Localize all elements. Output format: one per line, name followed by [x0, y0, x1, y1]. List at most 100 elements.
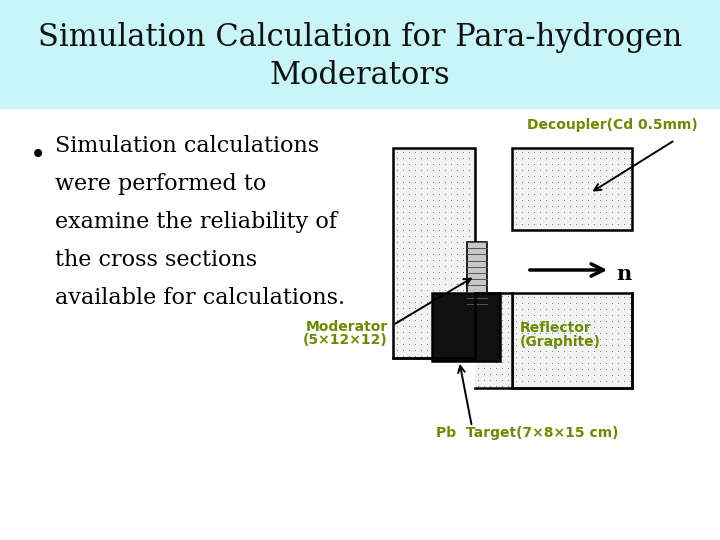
Point	[510, 208, 522, 217]
Point	[391, 220, 402, 228]
Point	[510, 335, 522, 343]
Point	[582, 214, 594, 222]
Point	[415, 298, 427, 306]
Point	[546, 195, 558, 204]
Point	[576, 214, 588, 222]
Point	[490, 352, 502, 360]
Point	[522, 160, 534, 168]
Point	[409, 190, 420, 198]
Point	[600, 299, 612, 307]
Point	[478, 352, 490, 360]
Point	[588, 323, 600, 332]
Point	[451, 334, 463, 342]
Point	[496, 382, 508, 390]
Point	[594, 178, 606, 186]
Point	[582, 220, 594, 228]
Point	[421, 178, 433, 186]
Point	[478, 340, 490, 348]
Point	[618, 166, 630, 174]
Point	[546, 353, 558, 361]
Point	[472, 346, 484, 354]
Point	[516, 160, 528, 168]
Point	[421, 195, 433, 204]
Point	[427, 280, 438, 288]
Point	[552, 347, 564, 355]
Point	[427, 322, 438, 330]
Point	[534, 377, 546, 386]
Point	[594, 310, 606, 319]
Point	[588, 329, 600, 338]
Point	[558, 154, 570, 163]
Point	[522, 341, 534, 349]
Point	[618, 341, 630, 349]
Point	[564, 370, 576, 379]
Point	[570, 370, 582, 379]
Point	[403, 280, 415, 288]
Point	[564, 364, 576, 373]
Text: Moderators: Moderators	[269, 60, 451, 91]
Point	[397, 309, 409, 318]
Point	[612, 190, 624, 198]
Point	[490, 322, 502, 330]
Point	[445, 208, 456, 217]
Point	[451, 195, 463, 204]
Point	[570, 178, 582, 186]
Point	[516, 310, 528, 319]
Point	[421, 292, 433, 300]
Point	[588, 147, 600, 156]
Point	[522, 299, 534, 307]
Point	[624, 353, 636, 361]
Point	[558, 184, 570, 192]
Point	[522, 353, 534, 361]
Point	[582, 341, 594, 349]
Point	[534, 359, 546, 367]
Point	[439, 280, 451, 288]
Point	[618, 316, 630, 325]
Point	[490, 309, 502, 318]
Point	[496, 352, 508, 360]
Point	[445, 147, 456, 156]
Point	[415, 178, 427, 186]
Point	[433, 226, 445, 234]
Point	[391, 268, 402, 276]
Point	[421, 226, 433, 234]
Point	[540, 323, 552, 332]
Point	[594, 305, 606, 313]
Point	[528, 341, 540, 349]
Point	[433, 322, 445, 330]
Point	[618, 364, 630, 373]
Point	[570, 359, 582, 367]
Point	[570, 335, 582, 343]
Point	[600, 323, 612, 332]
Point	[510, 347, 522, 355]
Point	[409, 226, 420, 234]
Point	[439, 303, 451, 312]
Point	[415, 316, 427, 325]
Point	[451, 322, 463, 330]
Point	[534, 208, 546, 217]
Point	[546, 316, 558, 325]
Point	[451, 280, 463, 288]
Point	[433, 280, 445, 288]
Point	[391, 214, 402, 222]
Point	[391, 274, 402, 282]
Point	[439, 154, 451, 163]
Point	[472, 292, 484, 300]
Point	[409, 154, 420, 163]
Point	[528, 160, 540, 168]
Point	[510, 310, 522, 319]
Point	[503, 309, 514, 318]
Point	[516, 214, 528, 222]
Point	[433, 255, 445, 264]
Point	[576, 305, 588, 313]
Point	[391, 292, 402, 300]
Point	[570, 220, 582, 228]
Text: Reflector: Reflector	[520, 321, 592, 335]
Point	[496, 292, 508, 300]
Point	[624, 220, 636, 228]
Point	[594, 353, 606, 361]
Point	[451, 298, 463, 306]
Point	[552, 329, 564, 338]
Point	[397, 226, 409, 234]
Point	[516, 184, 528, 192]
